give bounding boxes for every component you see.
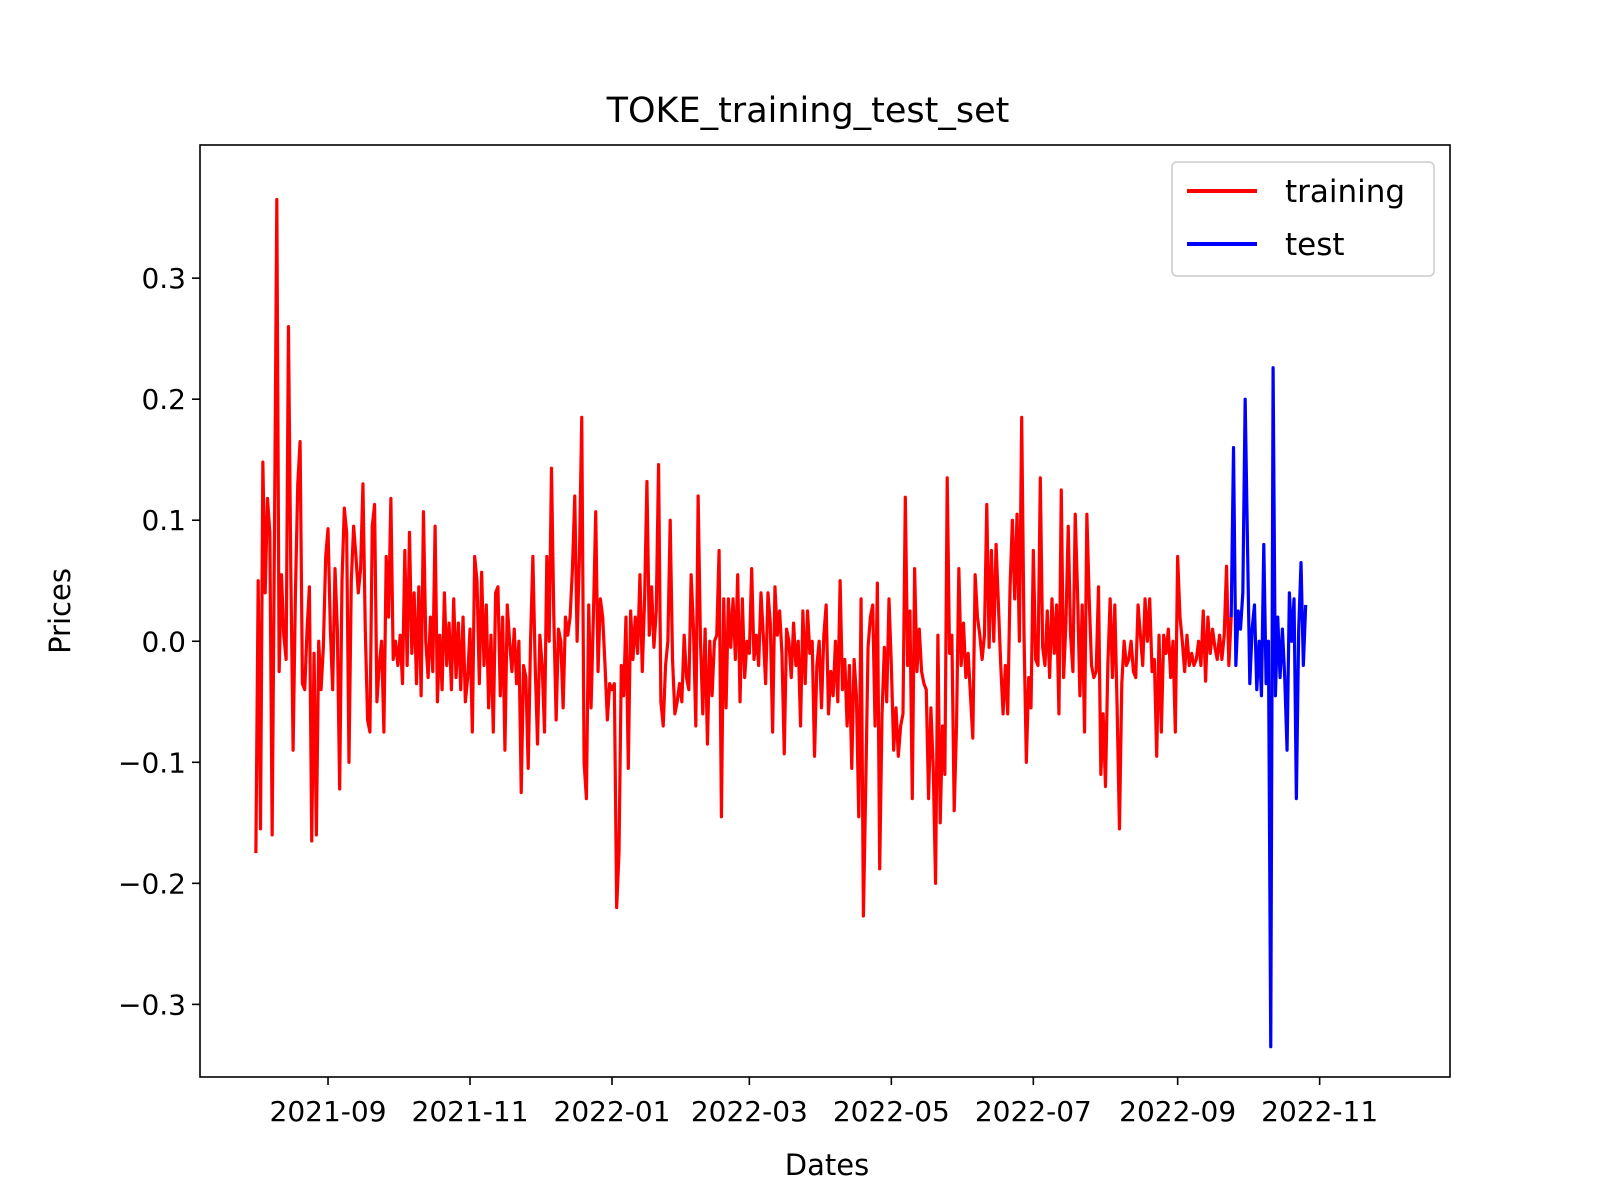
y-tick-label: −0.3	[118, 988, 186, 1021]
x-axis: 2021-09 2021-11 2022-01 2022-03 2022-05 2022-…	[270, 1077, 1378, 1128]
y-tick-label: 0.1	[141, 504, 186, 537]
legend-label-test: test	[1285, 227, 1345, 263]
y-axis-title: Prices	[43, 568, 77, 654]
x-tick-label: 2021-09	[270, 1095, 387, 1128]
x-tick-label: 2022-07	[975, 1095, 1092, 1128]
x-tick-label: 2022-09	[1119, 1095, 1236, 1128]
legend: training test	[1171, 161, 1435, 277]
x-tick-label: 2022-05	[833, 1095, 950, 1128]
series-layer	[254, 197, 1308, 1049]
legend-label-training: training	[1285, 174, 1405, 210]
x-tick-label: 2022-11	[1261, 1095, 1378, 1128]
y-tick-label: 0.0	[141, 625, 186, 658]
y-tick-label: −0.1	[118, 746, 186, 779]
y-axis: −0.3 −0.2 −0.1 0.0 0.1 0.2 0.3	[118, 262, 200, 1021]
x-axis-title: Dates	[785, 1148, 869, 1182]
x-tick-label: 2022-01	[554, 1095, 671, 1128]
y-tick-label: 0.2	[141, 383, 186, 416]
chart-title: TOKE_training_test_set	[606, 91, 1010, 131]
x-tick-label: 2022-03	[691, 1095, 808, 1128]
series-line-training	[254, 197, 1233, 918]
plot-area-frame	[199, 144, 1451, 1078]
y-tick-label: −0.2	[118, 867, 186, 900]
series-line-test	[1229, 366, 1308, 1049]
y-tick-label: 0.3	[141, 262, 186, 295]
x-tick-label: 2021-11	[412, 1095, 529, 1128]
